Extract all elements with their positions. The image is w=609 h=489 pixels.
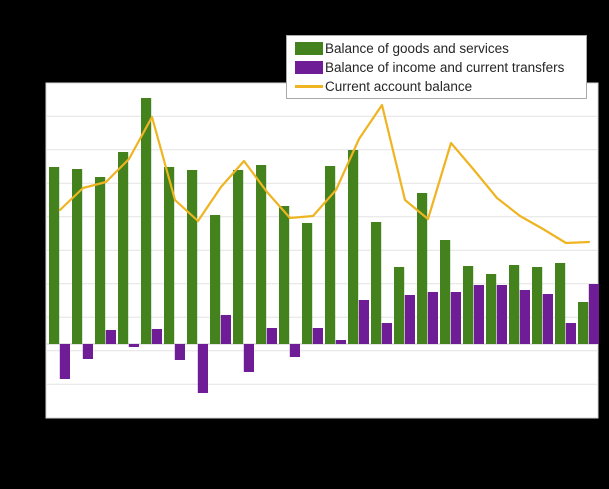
bar-income-transfers	[312, 328, 323, 344]
legend-entry-goods-services: Balance of goods and services	[295, 41, 578, 56]
bar-goods-services	[95, 177, 106, 344]
bar-income-transfers	[243, 344, 254, 372]
legend-label-goods-services: Balance of goods and services	[325, 40, 509, 56]
bar-goods-services	[371, 222, 382, 344]
bar-goods-services	[325, 166, 336, 344]
current-account-line-swatch-icon	[295, 84, 323, 88]
bar-goods-services	[440, 240, 451, 344]
legend-label-current-account: Current account balance	[325, 78, 473, 94]
bar-income-transfers	[266, 328, 277, 344]
bar-goods-services	[279, 206, 290, 344]
bar-income-transfers	[220, 315, 231, 344]
bar-goods-services	[555, 263, 566, 344]
bar-income-transfers	[335, 340, 346, 344]
bar-goods-services	[348, 150, 359, 344]
bar-goods-services	[72, 169, 83, 344]
bar-income-transfers	[105, 330, 116, 344]
bar-goods-services	[256, 165, 267, 344]
bar-goods-services	[302, 223, 313, 344]
bar-goods-services	[233, 170, 244, 344]
bar-income-transfers	[496, 285, 507, 344]
bar-income-transfers	[450, 292, 461, 344]
bar-goods-services	[118, 152, 129, 344]
bar-income-transfers	[82, 344, 93, 359]
bar-income-transfers	[565, 323, 576, 344]
bar-income-transfers	[151, 329, 162, 344]
bar-income-transfers	[289, 344, 300, 357]
bar-goods-services	[417, 193, 428, 344]
bar-goods-services	[141, 98, 152, 344]
bar-goods-services	[187, 170, 198, 344]
bar-goods-services	[509, 265, 520, 344]
bar-goods-services	[486, 274, 497, 344]
goods-services-swatch-icon	[295, 41, 323, 55]
bar-goods-services	[532, 267, 543, 344]
bar-income-transfers	[358, 300, 369, 344]
legend-entry-current-account: Current account balance	[295, 79, 578, 94]
bar-goods-services	[394, 267, 405, 344]
bar-income-transfers	[427, 292, 438, 344]
bar-income-transfers	[128, 344, 139, 347]
bar-goods-services	[463, 266, 474, 344]
bar-goods-services	[164, 167, 175, 344]
bar-income-transfers	[519, 290, 530, 344]
bar-income-transfers	[588, 284, 599, 344]
legend: Balance of goods and services Balance of…	[286, 35, 587, 99]
bar-goods-services	[49, 167, 60, 344]
bar-income-transfers	[174, 344, 185, 360]
bar-income-transfers	[197, 344, 208, 393]
bar-goods-services	[210, 215, 221, 344]
legend-label-income-transfers: Balance of income and current transfers	[325, 59, 565, 75]
bar-income-transfers	[59, 344, 70, 379]
legend-entry-income-transfers: Balance of income and current transfers	[295, 60, 578, 75]
bar-income-transfers	[404, 295, 415, 344]
bar-income-transfers	[381, 323, 392, 344]
income-transfers-swatch-icon	[295, 60, 323, 74]
bar-income-transfers	[542, 294, 553, 344]
bar-income-transfers	[473, 285, 484, 344]
current-account-line	[58, 103, 591, 245]
bar-goods-services	[578, 302, 589, 344]
